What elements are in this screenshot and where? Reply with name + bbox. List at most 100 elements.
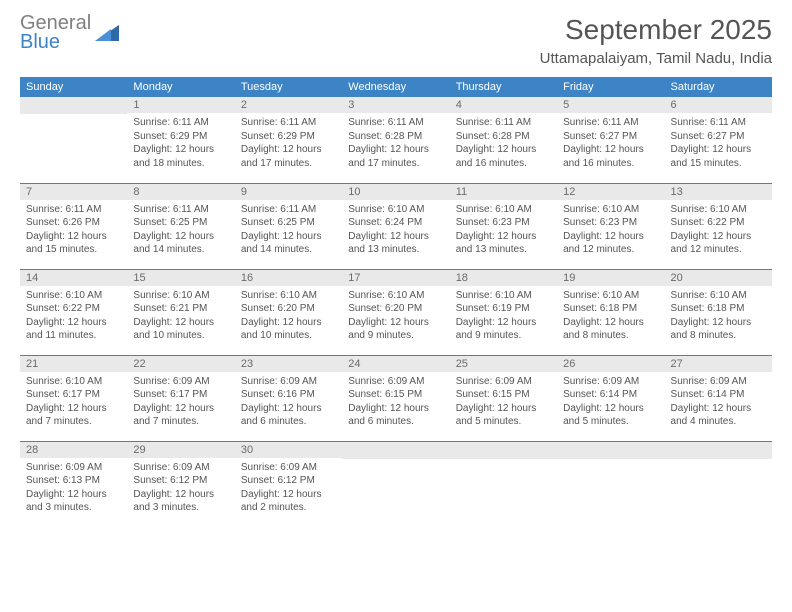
- day-number: 6: [665, 97, 772, 113]
- day-body: Sunrise: 6:11 AMSunset: 6:27 PMDaylight:…: [665, 113, 772, 174]
- day-body: Sunrise: 6:10 AMSunset: 6:23 PMDaylight:…: [450, 200, 557, 261]
- day-body: Sunrise: 6:10 AMSunset: 6:21 PMDaylight:…: [127, 286, 234, 347]
- daylight-text: Daylight: 12 hours and 12 minutes.: [671, 230, 766, 257]
- brand-logo: General Blue: [20, 14, 121, 52]
- title-block: September 2025 Uttamapalaiyam, Tamil Nad…: [540, 14, 772, 67]
- day-number: 26: [557, 356, 664, 372]
- day-number: 19: [557, 270, 664, 286]
- month-title: September 2025: [540, 14, 772, 46]
- day-body: Sunrise: 6:09 AMSunset: 6:14 PMDaylight:…: [665, 372, 772, 433]
- day-body: Sunrise: 6:09 AMSunset: 6:12 PMDaylight:…: [127, 458, 234, 519]
- day-number: 16: [235, 270, 342, 286]
- weekday-header: Tuesday: [235, 77, 342, 97]
- day-cell: [20, 97, 127, 183]
- sunrise-text: Sunrise: 6:11 AM: [671, 116, 766, 130]
- sunset-text: Sunset: 6:23 PM: [563, 216, 658, 230]
- day-body: Sunrise: 6:10 AMSunset: 6:18 PMDaylight:…: [665, 286, 772, 347]
- day-cell: 27Sunrise: 6:09 AMSunset: 6:14 PMDayligh…: [665, 355, 772, 441]
- sunset-text: Sunset: 6:27 PM: [671, 130, 766, 144]
- sunset-text: Sunset: 6:19 PM: [456, 302, 551, 316]
- daylight-text: Daylight: 12 hours and 16 minutes.: [563, 143, 658, 170]
- day-cell: 6Sunrise: 6:11 AMSunset: 6:27 PMDaylight…: [665, 97, 772, 183]
- day-cell: 16Sunrise: 6:10 AMSunset: 6:20 PMDayligh…: [235, 269, 342, 355]
- sunrise-text: Sunrise: 6:11 AM: [348, 116, 443, 130]
- weekday-header: Saturday: [665, 77, 772, 97]
- daylight-text: Daylight: 12 hours and 16 minutes.: [456, 143, 551, 170]
- sunrise-text: Sunrise: 6:11 AM: [133, 116, 228, 130]
- day-number: 29: [127, 442, 234, 458]
- day-number: [342, 442, 449, 459]
- daylight-text: Daylight: 12 hours and 8 minutes.: [563, 316, 658, 343]
- sunset-text: Sunset: 6:24 PM: [348, 216, 443, 230]
- day-cell: 12Sunrise: 6:10 AMSunset: 6:23 PMDayligh…: [557, 183, 664, 269]
- day-body: Sunrise: 6:10 AMSunset: 6:20 PMDaylight:…: [235, 286, 342, 347]
- sunrise-text: Sunrise: 6:10 AM: [26, 375, 121, 389]
- sunrise-text: Sunrise: 6:11 AM: [563, 116, 658, 130]
- sunset-text: Sunset: 6:22 PM: [671, 216, 766, 230]
- day-body: Sunrise: 6:10 AMSunset: 6:22 PMDaylight:…: [665, 200, 772, 261]
- daylight-text: Daylight: 12 hours and 10 minutes.: [133, 316, 228, 343]
- sunrise-text: Sunrise: 6:10 AM: [133, 289, 228, 303]
- sunset-text: Sunset: 6:15 PM: [456, 388, 551, 402]
- day-number: 30: [235, 442, 342, 458]
- daylight-text: Daylight: 12 hours and 13 minutes.: [456, 230, 551, 257]
- day-number: 21: [20, 356, 127, 372]
- daylight-text: Daylight: 12 hours and 14 minutes.: [133, 230, 228, 257]
- day-cell: 21Sunrise: 6:10 AMSunset: 6:17 PMDayligh…: [20, 355, 127, 441]
- sunrise-text: Sunrise: 6:11 AM: [26, 203, 121, 217]
- daylight-text: Daylight: 12 hours and 15 minutes.: [26, 230, 121, 257]
- sunrise-text: Sunrise: 6:09 AM: [133, 461, 228, 475]
- day-body: Sunrise: 6:11 AMSunset: 6:25 PMDaylight:…: [235, 200, 342, 261]
- sunrise-text: Sunrise: 6:11 AM: [456, 116, 551, 130]
- day-number: 3: [342, 97, 449, 113]
- daylight-text: Daylight: 12 hours and 13 minutes.: [348, 230, 443, 257]
- day-number: 10: [342, 184, 449, 200]
- sunset-text: Sunset: 6:25 PM: [241, 216, 336, 230]
- day-body: Sunrise: 6:10 AMSunset: 6:22 PMDaylight:…: [20, 286, 127, 347]
- day-cell: 3Sunrise: 6:11 AMSunset: 6:28 PMDaylight…: [342, 97, 449, 183]
- sunrise-text: Sunrise: 6:09 AM: [348, 375, 443, 389]
- sunrise-text: Sunrise: 6:09 AM: [563, 375, 658, 389]
- daylight-text: Daylight: 12 hours and 7 minutes.: [26, 402, 121, 429]
- sunset-text: Sunset: 6:12 PM: [133, 474, 228, 488]
- daylight-text: Daylight: 12 hours and 10 minutes.: [241, 316, 336, 343]
- sunset-text: Sunset: 6:25 PM: [133, 216, 228, 230]
- sunset-text: Sunset: 6:28 PM: [348, 130, 443, 144]
- day-body: [665, 459, 772, 466]
- day-number: 27: [665, 356, 772, 372]
- sunset-text: Sunset: 6:29 PM: [241, 130, 336, 144]
- day-body: Sunrise: 6:10 AMSunset: 6:23 PMDaylight:…: [557, 200, 664, 261]
- sunset-text: Sunset: 6:14 PM: [671, 388, 766, 402]
- sunset-text: Sunset: 6:13 PM: [26, 474, 121, 488]
- week-row: 1Sunrise: 6:11 AMSunset: 6:29 PMDaylight…: [20, 97, 772, 183]
- day-body: Sunrise: 6:10 AMSunset: 6:19 PMDaylight:…: [450, 286, 557, 347]
- day-body: Sunrise: 6:09 AMSunset: 6:13 PMDaylight:…: [20, 458, 127, 519]
- day-body: [557, 459, 664, 466]
- daylight-text: Daylight: 12 hours and 5 minutes.: [563, 402, 658, 429]
- day-cell: 17Sunrise: 6:10 AMSunset: 6:20 PMDayligh…: [342, 269, 449, 355]
- day-body: Sunrise: 6:11 AMSunset: 6:27 PMDaylight:…: [557, 113, 664, 174]
- day-number: 9: [235, 184, 342, 200]
- day-cell: 24Sunrise: 6:09 AMSunset: 6:15 PMDayligh…: [342, 355, 449, 441]
- day-body: Sunrise: 6:09 AMSunset: 6:16 PMDaylight:…: [235, 372, 342, 433]
- day-cell: 7Sunrise: 6:11 AMSunset: 6:26 PMDaylight…: [20, 183, 127, 269]
- day-number: 14: [20, 270, 127, 286]
- day-number: [20, 97, 127, 114]
- sunset-text: Sunset: 6:28 PM: [456, 130, 551, 144]
- sunset-text: Sunset: 6:20 PM: [348, 302, 443, 316]
- sunset-text: Sunset: 6:27 PM: [563, 130, 658, 144]
- daylight-text: Daylight: 12 hours and 9 minutes.: [348, 316, 443, 343]
- calendar-table: Sunday Monday Tuesday Wednesday Thursday…: [20, 77, 772, 527]
- location-text: Uttamapalaiyam, Tamil Nadu, India: [540, 50, 772, 67]
- daylight-text: Daylight: 12 hours and 17 minutes.: [241, 143, 336, 170]
- sunset-text: Sunset: 6:18 PM: [671, 302, 766, 316]
- day-body: [450, 459, 557, 466]
- day-body: Sunrise: 6:11 AMSunset: 6:29 PMDaylight:…: [127, 113, 234, 174]
- sunset-text: Sunset: 6:23 PM: [456, 216, 551, 230]
- day-cell: 8Sunrise: 6:11 AMSunset: 6:25 PMDaylight…: [127, 183, 234, 269]
- week-row: 14Sunrise: 6:10 AMSunset: 6:22 PMDayligh…: [20, 269, 772, 355]
- sunrise-text: Sunrise: 6:10 AM: [671, 289, 766, 303]
- sunrise-text: Sunrise: 6:09 AM: [133, 375, 228, 389]
- sunrise-text: Sunrise: 6:11 AM: [241, 116, 336, 130]
- day-body: Sunrise: 6:11 AMSunset: 6:26 PMDaylight:…: [20, 200, 127, 261]
